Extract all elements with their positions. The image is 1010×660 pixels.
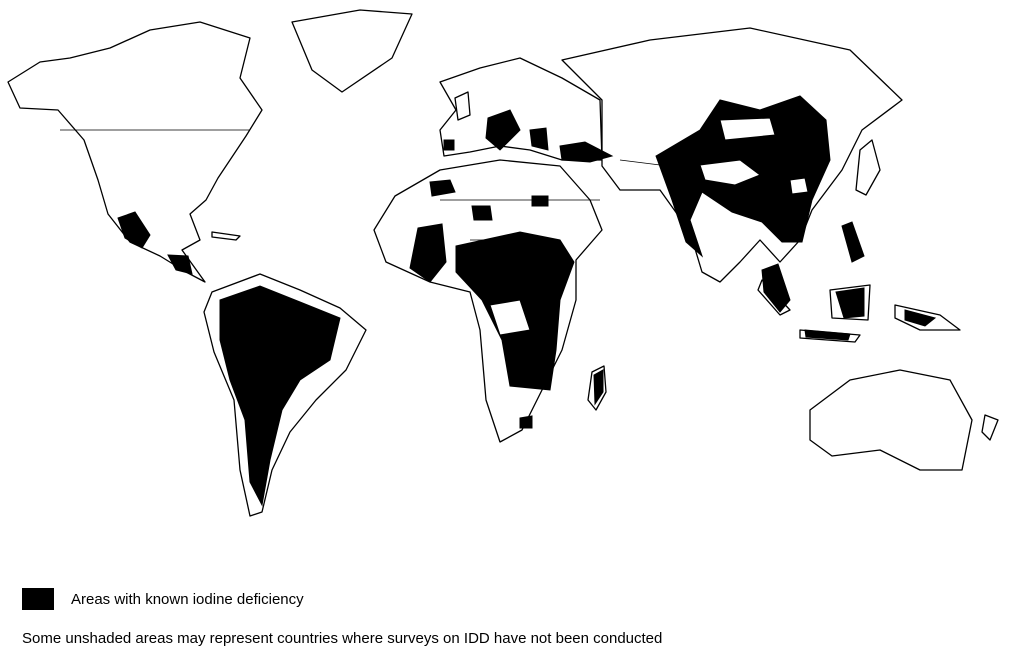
unshaded-china-1	[789, 177, 809, 195]
deficiency-philippines	[841, 221, 865, 263]
deficiency-lesotho	[519, 415, 533, 429]
unshaded-tibet	[699, 159, 762, 186]
deficiency-java	[804, 329, 851, 341]
north-america	[7, 21, 263, 283]
footnote: Some unshaded areas may represent countr…	[22, 630, 663, 647]
legend-label: Areas with known iodine deficiency	[71, 590, 304, 608]
land-masses	[7, 9, 999, 517]
caribbean	[211, 231, 241, 241]
world-map	[7, 9, 999, 517]
unshaded-mongolia	[719, 117, 776, 141]
legend: Areas with known iodine deficiency	[22, 588, 304, 610]
deficiency-sahara-2	[471, 205, 493, 221]
deficiency-balkans	[529, 127, 549, 151]
japan	[855, 139, 881, 196]
new-zealand	[981, 414, 999, 441]
unshaded-east-africa	[489, 299, 531, 336]
deficiency-borneo	[835, 287, 865, 319]
greenland	[291, 9, 413, 93]
deficiency-madagascar	[593, 369, 604, 406]
deficiency-south-america	[219, 285, 341, 507]
deficiency-west-africa	[409, 223, 447, 283]
legend-swatch	[22, 588, 54, 610]
deficiency-southeast-asia	[761, 263, 791, 313]
deficiency-new-guinea	[904, 309, 937, 327]
deficiency-central-america	[167, 254, 193, 275]
deficiency-sahara-1	[429, 179, 456, 197]
deficiency-turkey	[559, 141, 614, 163]
deficiency-spain	[443, 139, 455, 151]
deficiency-alps	[485, 109, 521, 151]
uk	[454, 91, 471, 121]
deficiency-sudan	[531, 195, 549, 207]
europe	[439, 57, 603, 161]
iodine-deficiency-areas	[117, 95, 937, 507]
australia	[809, 369, 973, 471]
deficiency-mexico	[117, 211, 151, 249]
